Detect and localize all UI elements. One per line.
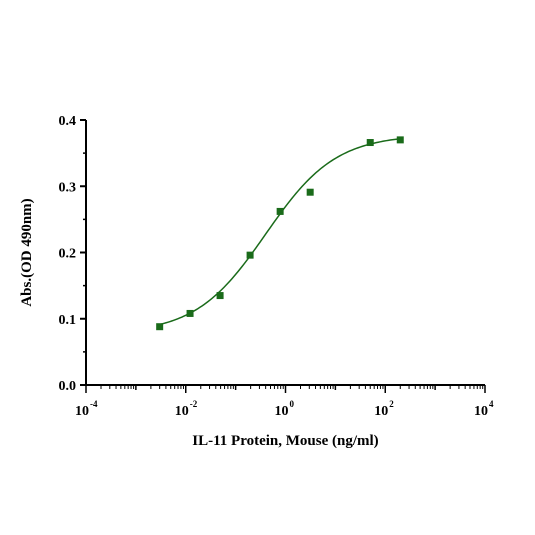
data-point bbox=[276, 207, 284, 215]
data-points bbox=[156, 136, 404, 331]
y-tick-label: 0.1 bbox=[59, 313, 77, 328]
x-tick-exponent: 0 bbox=[290, 399, 295, 409]
x-tick-base: 10 bbox=[374, 404, 388, 419]
y-tick-label: 0.4 bbox=[59, 114, 77, 129]
x-tick-label: 10 4 bbox=[474, 399, 494, 419]
y-axis-title: Abs.(OD 490nm) bbox=[19, 198, 35, 306]
data-point bbox=[186, 309, 194, 317]
y-tick-label: 0.0 bbox=[59, 379, 77, 394]
x-tick-exponent: 2 bbox=[389, 399, 394, 409]
x-tick-label: 10 0 bbox=[275, 399, 295, 419]
data-point bbox=[366, 139, 374, 147]
x-tick-label: 10 -4 bbox=[75, 399, 98, 419]
data-point bbox=[396, 136, 404, 144]
data-point bbox=[216, 292, 224, 300]
x-tick-exponent: 4 bbox=[489, 399, 494, 409]
x-axis-ticks: 10 -4 10 -2 10 0 10 2 10 4 bbox=[75, 385, 494, 419]
x-tick-base: 10 bbox=[175, 404, 189, 419]
y-tick-label: 0.3 bbox=[59, 180, 77, 195]
fit-curve-group bbox=[159, 137, 401, 326]
x-tick-base: 10 bbox=[75, 404, 89, 419]
x-axis-title: IL-11 Protein, Mouse (ng/ml) bbox=[192, 433, 378, 449]
y-axis-ticks: 0.0 0.1 0.2 0.3 0.4 bbox=[59, 114, 86, 394]
y-tick-label: 0.2 bbox=[59, 247, 77, 262]
data-point bbox=[306, 188, 314, 196]
x-tick-exponent: -2 bbox=[190, 399, 198, 409]
fit-curve bbox=[159, 137, 401, 326]
x-tick-base: 10 bbox=[275, 404, 289, 419]
axes bbox=[85, 120, 485, 386]
data-point bbox=[156, 323, 164, 331]
x-tick-exponent: -4 bbox=[90, 399, 98, 409]
x-tick-label: 10 2 bbox=[374, 399, 394, 419]
x-tick-base: 10 bbox=[474, 404, 488, 419]
data-point bbox=[246, 251, 254, 259]
x-tick-label: 10 -2 bbox=[175, 399, 198, 419]
